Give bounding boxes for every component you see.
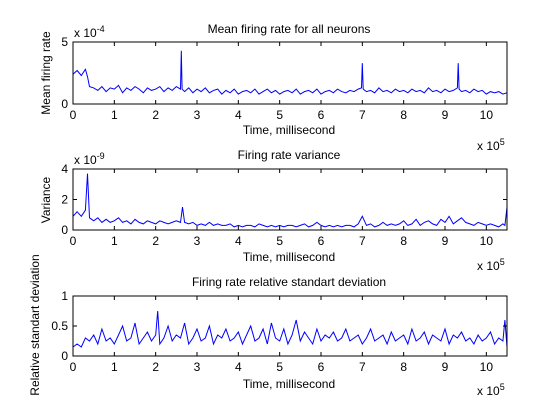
x-tick-label: 6 [318, 360, 325, 374]
x-tick-label: 4 [235, 234, 242, 248]
y-tick-label: 1 [61, 289, 68, 303]
y-axis-label: Variance [39, 176, 53, 223]
x-tick-label: 1 [111, 234, 118, 248]
x-tick-label: 9 [442, 234, 449, 248]
x-tick-label: 10 [480, 360, 494, 374]
y-tick-label: 2 [61, 193, 68, 207]
x-ticks: 0 1 2 3 4 5 6 7 8 9 10 [70, 42, 494, 122]
panel-title: Firing rate variance [238, 148, 341, 162]
x-tick-label: 0 [70, 234, 77, 248]
x-tick-label: 5 [276, 234, 283, 248]
y-tick-label: 0.5 [51, 319, 68, 333]
x-tick-label: 1 [111, 108, 118, 122]
x-ticks: 0 1 2 3 4 5 6 7 8 9 10 [70, 169, 494, 248]
panel-title: Mean firing rate for all neurons [208, 22, 371, 36]
x-tick-label: 5 [276, 108, 283, 122]
data-line [72, 173, 508, 228]
y-tick-label: 0 [61, 223, 68, 237]
y-tick-label: 5 [61, 35, 68, 49]
data-line [72, 310, 508, 348]
variance-panel: Firing rate variance 0 1 2 3 4 5 6 7 8 9 10 0 2 4 x … [39, 148, 508, 273]
x-axis-label: Time, millisecond [243, 377, 335, 391]
x-tick-label: 2 [152, 234, 159, 248]
x-tick-label: 7 [359, 108, 366, 122]
panel-title: Firing rate relative standart deviation [192, 275, 386, 289]
x-tick-label: 4 [235, 108, 242, 122]
relative-deviation-panel: Firing rate relative standart deviation … [28, 254, 508, 398]
x-tick-label: 2 [152, 108, 159, 122]
data-line [72, 50, 508, 95]
x-tick-label: 6 [318, 108, 325, 122]
y-tick-label: 0 [61, 97, 68, 111]
x-tick-label: 0 [70, 108, 77, 122]
y-axis-label: Relative standart deviation [28, 254, 42, 395]
x-tick-label: 4 [235, 360, 242, 374]
x-tick-label: 3 [194, 360, 201, 374]
x-tick-label: 0 [70, 360, 77, 374]
y-exponent-label: x 10-9 [74, 151, 105, 167]
x-tick-label: 10 [480, 234, 494, 248]
x-axis-label: Time, millisecond [243, 123, 335, 137]
x-exponent-label: x 105 [477, 137, 505, 153]
x-tick-label: 9 [442, 108, 449, 122]
x-axis-label: Time, millisecond [243, 250, 335, 264]
x-tick-label: 3 [194, 234, 201, 248]
x-tick-label: 8 [400, 234, 407, 248]
x-tick-label: 3 [194, 108, 201, 122]
x-tick-label: 6 [318, 234, 325, 248]
x-exponent-label: x 105 [477, 257, 505, 273]
x-tick-label: 10 [480, 108, 494, 122]
x-exponent-label: x 105 [477, 382, 505, 398]
x-tick-label: 7 [359, 234, 366, 248]
y-ticks: 00.51 [51, 289, 507, 363]
x-tick-label: 5 [276, 360, 283, 374]
x-tick-label: 2 [152, 360, 159, 374]
x-tick-label: 7 [359, 360, 366, 374]
y-ticks: 05 [61, 35, 507, 111]
x-ticks: 0 1 2 3 4 5 6 7 8 9 10 [70, 296, 494, 374]
y-axis-label: Mean firing rate [39, 31, 53, 115]
y-tick-label: 0 [61, 349, 68, 363]
x-tick-label: 1 [111, 360, 118, 374]
x-tick-label: 8 [400, 360, 407, 374]
y-exponent-label: x 10-4 [74, 24, 105, 40]
x-tick-label: 9 [442, 360, 449, 374]
y-tick-label: 4 [61, 162, 68, 176]
y-ticks: 0 2 4 [61, 162, 507, 237]
x-tick-label: 8 [400, 108, 407, 122]
axes-box [72, 41, 508, 105]
mean-firing-rate-panel: Mean firing rate for all neurons 0 1 2 3 4 5 6… [39, 22, 508, 153]
